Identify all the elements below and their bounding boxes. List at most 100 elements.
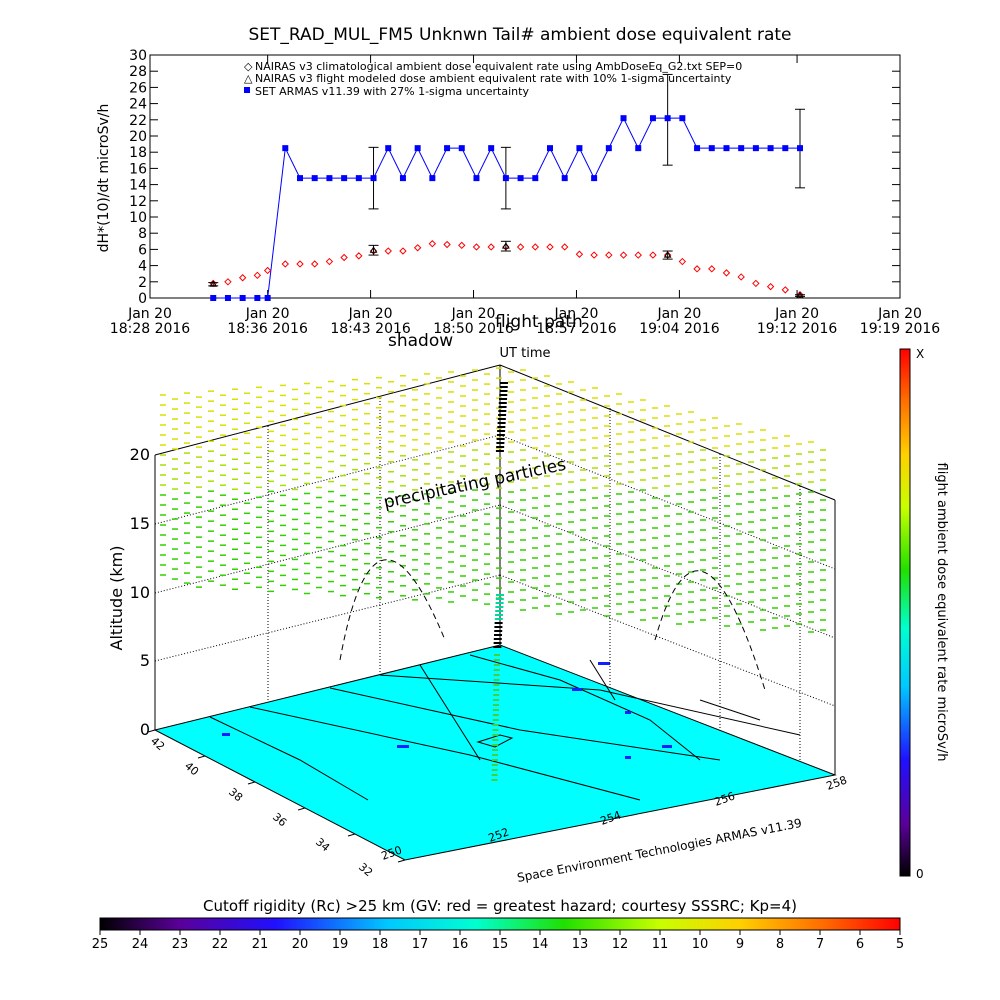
armas-point bbox=[502, 175, 509, 182]
legend: ◇ NAIRAS v3 climatological ambient dose … bbox=[244, 60, 742, 98]
armas-point bbox=[311, 175, 318, 182]
altitude-axis-label: Altitude (km) bbox=[107, 546, 126, 651]
nairas-clim-point bbox=[634, 251, 642, 259]
armas-point bbox=[473, 175, 480, 182]
rigidity-tick-label: 20 bbox=[292, 937, 309, 952]
rigidity-tick-label: 16 bbox=[452, 937, 469, 952]
nairas-clim-point bbox=[355, 252, 363, 260]
lat-tick-38: 38 bbox=[226, 785, 245, 804]
altitude-tick-15: 15 bbox=[130, 514, 150, 533]
x-tick-date: Jan 20 bbox=[656, 306, 701, 322]
nairas-clim-point bbox=[340, 253, 348, 262]
y-tick-label: 26 bbox=[129, 80, 147, 96]
y-tick-label: 28 bbox=[129, 64, 147, 80]
rigidity-tick-label: 22 bbox=[212, 937, 229, 952]
armas-point bbox=[341, 175, 348, 182]
armas-point bbox=[752, 145, 759, 152]
armas-point bbox=[488, 145, 495, 152]
nairas-clim-point bbox=[325, 257, 334, 266]
armas-point bbox=[239, 295, 246, 301]
y-tick-label: 12 bbox=[129, 194, 147, 210]
rigidity-tick-label: 11 bbox=[652, 937, 669, 952]
nairas-clim-point bbox=[590, 251, 598, 259]
nairas-clim-point bbox=[516, 243, 525, 251]
x-tick-date: Jan 20 bbox=[774, 306, 819, 322]
rigidity-ticks: 25 24 23 22 21 20 19 18 17 16 15 14 13 12 11 10 9 8 7 6 5 bbox=[92, 930, 904, 952]
armas-point bbox=[355, 175, 362, 182]
y-tick-label: 18 bbox=[129, 145, 147, 161]
shadow-arcs bbox=[339, 559, 766, 691]
armas-point bbox=[723, 145, 730, 152]
nairas-clim-point bbox=[413, 244, 422, 252]
armas-point bbox=[591, 175, 598, 182]
armas-point bbox=[532, 175, 539, 182]
legend-armas: SET ARMAS v11.39 with 27% 1-sigma uncert… bbox=[255, 85, 529, 98]
nairas-clim-point bbox=[224, 278, 232, 286]
armas-point bbox=[399, 175, 406, 182]
nairas-clim-point bbox=[560, 243, 569, 251]
nairas-clim-point bbox=[296, 260, 304, 268]
rigidity-tick-label: 5 bbox=[896, 937, 904, 952]
rigidity-tick-label: 25 bbox=[92, 937, 109, 952]
chart-title: SET_RAD_MUL_FM5 Unknwn Tail# ambient dos… bbox=[249, 25, 792, 45]
y-tick-label: 2 bbox=[138, 275, 147, 291]
x-tick-date: Jan 20 bbox=[348, 306, 393, 322]
nairas-flight-point bbox=[209, 280, 218, 287]
rigidity-tick-label: 18 bbox=[372, 937, 389, 952]
armas-point bbox=[694, 145, 701, 152]
altitude-ticks: 20 15 10 5 0 bbox=[130, 445, 150, 739]
annotation-shadow: shadow bbox=[388, 331, 453, 351]
nairas-clim-point bbox=[443, 240, 451, 249]
altitude-3d-plot: Altitude (km) bbox=[107, 312, 849, 885]
y-tick-label: 20 bbox=[129, 129, 147, 145]
x-tick-date: Jan 20 bbox=[127, 306, 172, 322]
latitude-tick-marks bbox=[147, 729, 406, 863]
precipitating-particle-field bbox=[160, 367, 826, 633]
armas-point bbox=[517, 175, 524, 182]
rigidity-tick-label: 14 bbox=[532, 937, 549, 952]
dose-rate-time-chart: SET_RAD_MUL_FM5 Unknwn Tail# ambient dos… bbox=[96, 25, 940, 361]
rigidity-tick-label: 10 bbox=[692, 937, 709, 952]
y-tick-label: 24 bbox=[129, 97, 147, 113]
y-tick-label: 4 bbox=[138, 259, 147, 275]
x-tick-date: Jan 20 bbox=[877, 306, 922, 322]
nairas-clim-point bbox=[678, 257, 687, 266]
x-tick-time: 18:36 2016 bbox=[227, 321, 308, 337]
altitude-tick-10: 10 bbox=[130, 583, 150, 602]
armas-point bbox=[370, 175, 377, 182]
lat-tick-42: 42 bbox=[148, 734, 167, 753]
nairas-clim-point bbox=[428, 240, 437, 248]
rigidity-tick-label: 8 bbox=[776, 937, 784, 952]
x-tick-time: 19:19 2016 bbox=[860, 321, 941, 337]
armas-point bbox=[264, 295, 271, 301]
annotation-precipitating: precipitating particles bbox=[382, 455, 568, 513]
x-tick-date: Jan 20 bbox=[554, 306, 599, 322]
armas-point bbox=[708, 145, 715, 152]
armas-point bbox=[767, 145, 774, 152]
ground-blue-patches bbox=[222, 662, 672, 759]
altitude-tick-5: 5 bbox=[140, 651, 150, 670]
x-tick-time: 18:50 2016 bbox=[433, 321, 514, 337]
rigidity-label: Cutoff rigidity (Rc) >25 km (GV: red = g… bbox=[203, 897, 797, 915]
legend-nairas-clim: NAIRAS v3 climatological ambient dose eq… bbox=[255, 60, 742, 73]
nairas-clim-point bbox=[605, 251, 613, 259]
y-tick-label: 22 bbox=[129, 113, 147, 129]
x-axis-label: UT time bbox=[500, 346, 551, 361]
nairas-flight-point bbox=[663, 251, 672, 258]
armas-point bbox=[429, 175, 436, 182]
rigidity-colorbar: Cutoff rigidity (Rc) >25 km (GV: red = g… bbox=[92, 897, 904, 952]
lat-tick-32: 32 bbox=[356, 860, 375, 879]
armas-point bbox=[444, 145, 451, 152]
rigidity-tick-label: 24 bbox=[132, 937, 149, 952]
y-axis-label: dH*(10)/dt microSv/h bbox=[96, 104, 112, 253]
y-tick-label: 10 bbox=[129, 210, 147, 226]
y-tick-label: 16 bbox=[129, 161, 147, 177]
armas-point bbox=[679, 115, 686, 122]
nairas-clim-point bbox=[766, 282, 775, 291]
series-layer bbox=[208, 73, 805, 301]
ground-plane bbox=[153, 644, 837, 861]
legend-marker-triangle: △ bbox=[244, 72, 253, 85]
armas-point bbox=[797, 145, 803, 152]
nairas-clim-point bbox=[693, 265, 701, 273]
